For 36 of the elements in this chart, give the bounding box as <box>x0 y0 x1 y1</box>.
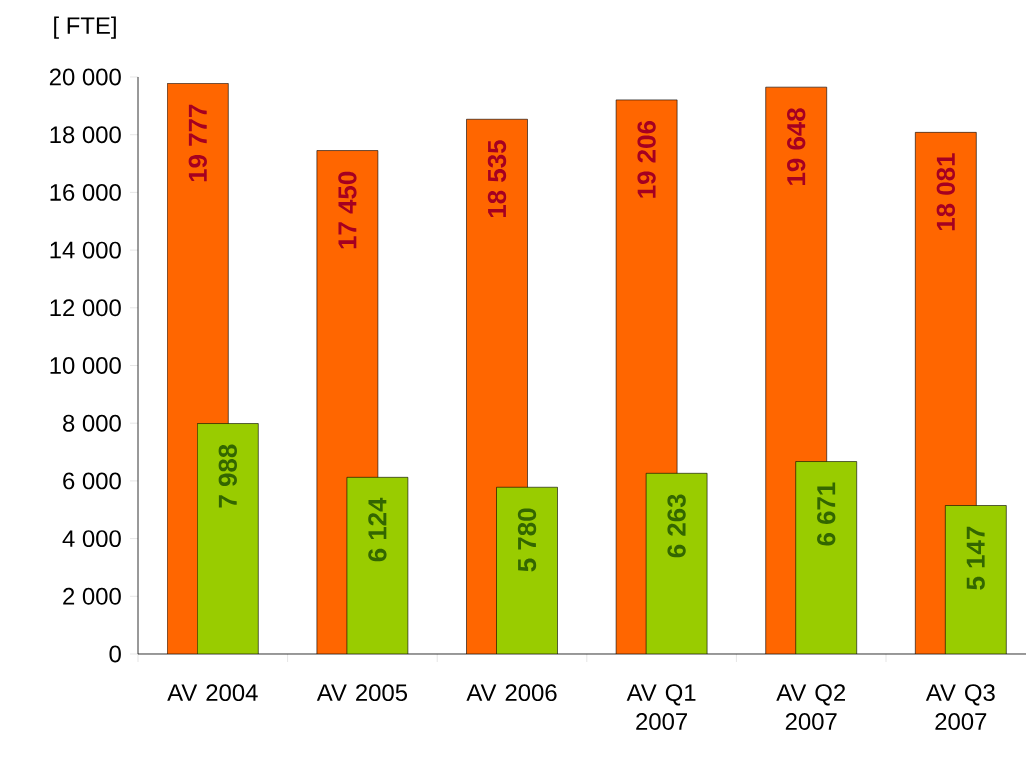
x-tick-label: AV 2005 <box>316 684 408 702</box>
data-label: 19 777 <box>188 104 207 182</box>
y-tick-label: 2 000 <box>63 587 121 605</box>
y-tick-label: 12 000 <box>50 299 121 317</box>
data-label: 18 535 <box>487 140 507 218</box>
x-tick-label: AV 2006 <box>466 684 557 702</box>
data-label: 6 124 <box>368 497 387 562</box>
bar <box>795 461 858 654</box>
y-tick-label: 14 000 <box>50 241 121 259</box>
data-label: 6 671 <box>817 482 836 546</box>
y-tick-label: 8 000 <box>63 414 121 432</box>
bar <box>197 423 259 654</box>
y-tick-label: 10 000 <box>50 357 121 374</box>
x-tick-label: AV Q1 2007 <box>626 684 696 730</box>
x-tick-label: AV Q3 2007 <box>925 684 995 730</box>
bar <box>496 486 558 654</box>
y-tick-label: 0 <box>109 645 121 663</box>
data-label: 5 147 <box>966 526 985 590</box>
data-label: 19 206 <box>637 121 656 198</box>
data-label: 7 988 <box>218 444 237 508</box>
y-axis-title: [ FTE] <box>54 16 116 39</box>
y-tick-label: 18 000 <box>50 126 121 144</box>
y-tick-label: 16 000 <box>50 183 121 201</box>
data-label: 18 081 <box>936 153 955 231</box>
y-tick-label: 20 000 <box>49 68 121 86</box>
x-tick-label: AV Q2 2007 <box>776 684 845 730</box>
data-label: 17 450 <box>338 171 357 249</box>
data-label: 5 780 <box>517 508 537 572</box>
x-tick-label: AV 2004 <box>167 684 258 702</box>
data-label: 6 263 <box>667 494 686 558</box>
bar <box>945 505 1007 654</box>
bar <box>645 473 708 654</box>
y-tick-label: 6 000 <box>63 472 121 490</box>
bar <box>346 477 409 654</box>
data-label: 19 648 <box>787 108 806 185</box>
y-tick-label: 4 000 <box>62 530 121 548</box>
